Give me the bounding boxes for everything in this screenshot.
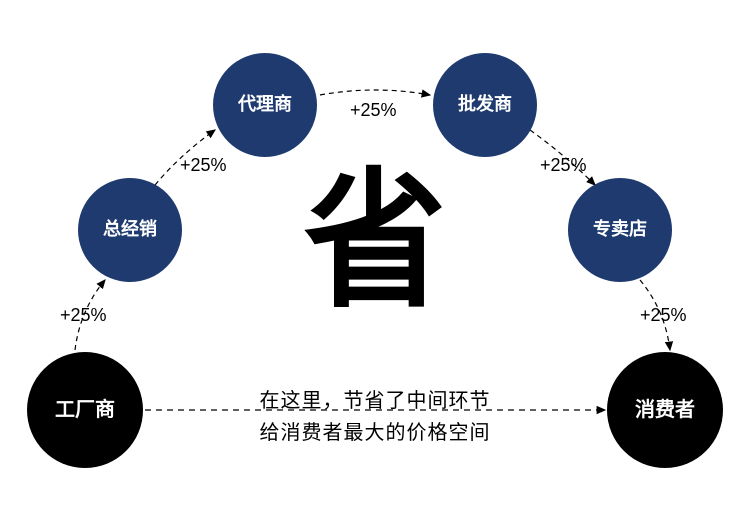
edge-label-agent-to-wholesaler: +25%	[350, 100, 397, 121]
node-factory: 工厂商	[27, 352, 143, 468]
edge-agent-to-wholesaler	[320, 90, 430, 95]
caption-line1: 在这里，节省了中间环节	[175, 385, 575, 417]
edge-label-factory-to-distributor: +25%	[60, 305, 107, 326]
node-distributor: 总经销	[78, 178, 182, 282]
edge-label-distributor-to-agent: +25%	[180, 155, 227, 176]
node-consumer: 消费者	[607, 352, 723, 468]
edge-label-wholesaler-to-store: +25%	[540, 155, 587, 176]
node-store: 专卖店	[568, 178, 672, 282]
caption-line2: 给消费者最大的价格空间	[175, 417, 575, 449]
edge-label-store-to-consumer: +25%	[640, 305, 687, 326]
center-character: 省	[271, 120, 480, 337]
caption: 在这里，节省了中间环节 给消费者最大的价格空间	[175, 385, 575, 449]
